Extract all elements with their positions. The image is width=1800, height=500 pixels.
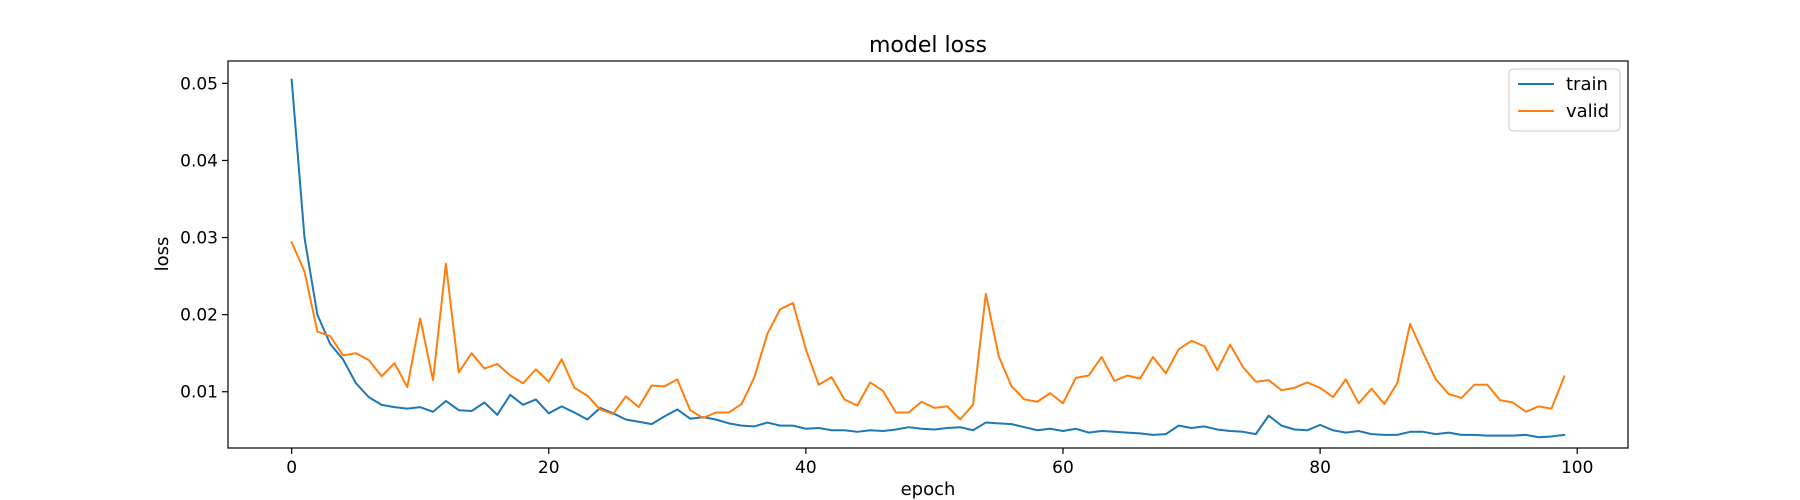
axes-frame bbox=[227, 60, 1629, 449]
x-tick-label: 20 bbox=[538, 458, 560, 478]
y-tick-label: 0.01 bbox=[180, 383, 218, 403]
y-tick-label: 0.04 bbox=[180, 151, 218, 171]
chart-title: model loss bbox=[869, 33, 987, 58]
x-tick-label: 40 bbox=[795, 458, 817, 478]
series-line-train bbox=[290, 78, 1566, 439]
series-line-valid bbox=[290, 241, 1566, 421]
x-tick-label: 0 bbox=[286, 458, 297, 478]
x-tick-label: 80 bbox=[1309, 458, 1331, 478]
legend-label-train: train bbox=[1566, 74, 1608, 95]
x-tick-label: 100 bbox=[1561, 458, 1593, 478]
y-tick-label: 0.05 bbox=[180, 74, 218, 94]
legend-label-valid: valid bbox=[1566, 101, 1609, 122]
y-axis-label: loss bbox=[152, 237, 173, 272]
y-tick-label: 0.03 bbox=[180, 229, 218, 249]
x-axis-label: epoch bbox=[901, 479, 956, 500]
y-tick-label: 0.02 bbox=[180, 306, 218, 326]
x-tick-label: 60 bbox=[1052, 458, 1074, 478]
legend: train valid bbox=[1508, 68, 1621, 132]
plot-area bbox=[290, 78, 1566, 439]
y-axis: 0.01 0.02 0.03 0.04 0.05 bbox=[180, 74, 228, 403]
x-axis: 0 20 40 60 80 100 bbox=[286, 448, 1593, 478]
